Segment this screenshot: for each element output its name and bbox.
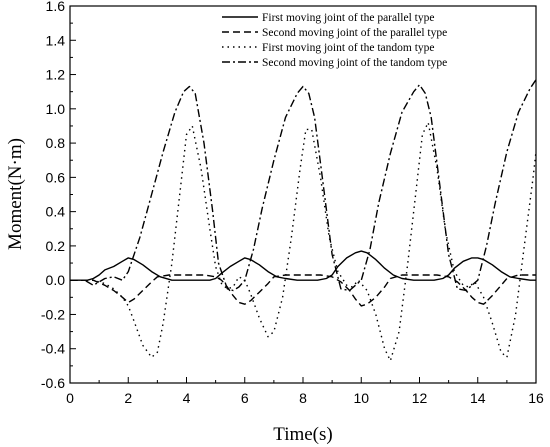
- series-line-3: [70, 121, 536, 362]
- y-tick-label: -0.2: [41, 306, 65, 322]
- y-tick-label: 1.4: [46, 32, 66, 48]
- x-tick-label: 16: [528, 390, 544, 406]
- x-tick-label: 6: [241, 390, 249, 406]
- y-tick-label: 0.0: [46, 272, 66, 288]
- series-layer: [70, 79, 536, 362]
- y-tick-label: 0.8: [46, 135, 66, 151]
- legend: First moving joint of the parallel type S…: [222, 12, 447, 69]
- x-tick-label: 10: [353, 390, 369, 406]
- y-tick-label: 1.6: [46, 0, 66, 14]
- y-tick-label: 1.2: [46, 67, 66, 83]
- y-tick-label: -0.6: [41, 375, 65, 391]
- legend-label-4: Second moving joint of the tandom type: [262, 57, 447, 69]
- y-tick-label: -0.4: [41, 341, 65, 357]
- legend-label-1: First moving joint of the parallel type: [262, 12, 434, 24]
- series-line-1: [70, 250, 536, 281]
- series-line-4: [70, 79, 536, 292]
- x-axis-title: Time(s): [273, 424, 332, 445]
- x-tick-label: 12: [412, 390, 428, 406]
- legend-label-2: Second moving joint of the parallel type: [262, 27, 447, 39]
- y-tick-label: 0.4: [46, 204, 66, 220]
- y-tick-label: 0.6: [46, 169, 66, 185]
- x-tick-label: 2: [124, 390, 132, 406]
- y-tick-label: 0.2: [46, 238, 66, 254]
- y-axis-title: Moment(N·m): [5, 138, 26, 250]
- legend-label-3: First moving joint of the tandom type: [262, 42, 435, 54]
- y-axis-ticks: -0.6 -0.4 -0.2 0.0 0.2 0.4 0.6 0.8 1.0 1.2 1.4 1.6: [41, 0, 76, 391]
- x-tick-label: 0: [66, 390, 74, 406]
- x-axis-ticks: 0 2 4 6 8 10 12 14 16: [66, 377, 544, 406]
- x-tick-label: 8: [299, 390, 307, 406]
- y-tick-label: 1.0: [46, 101, 66, 117]
- x-tick-label: 14: [470, 390, 486, 406]
- x-tick-label: 4: [183, 390, 191, 406]
- series-line-2: [70, 274, 536, 307]
